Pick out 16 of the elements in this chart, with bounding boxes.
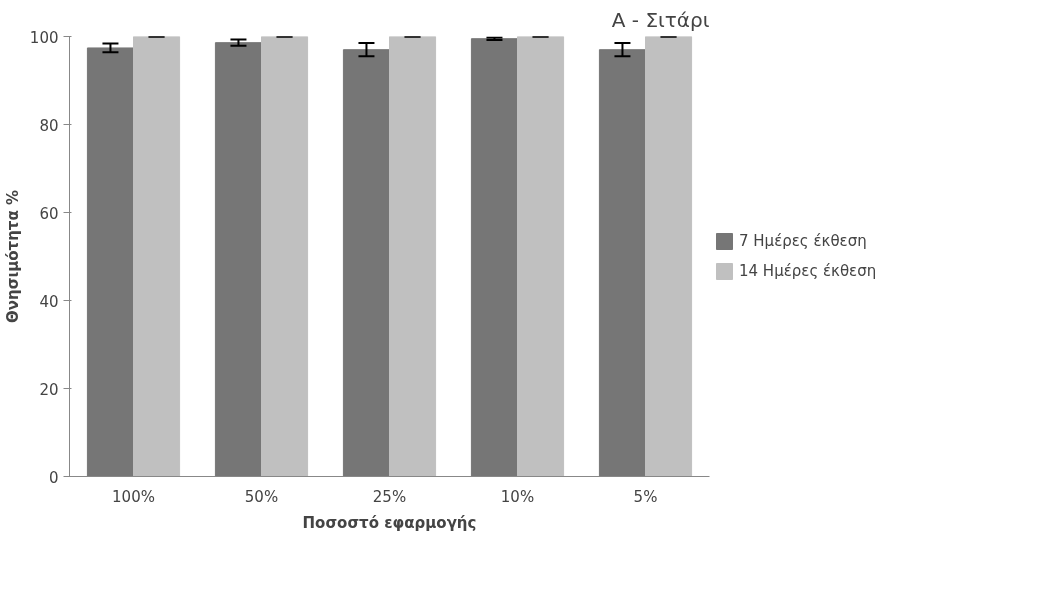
x-tick-label: 50% <box>244 487 279 506</box>
x-tick-label: 25% <box>372 487 407 506</box>
y-tick-label: 100 <box>29 28 59 47</box>
y-tick-label: 0 <box>48 468 59 487</box>
y-tick-label: 60 <box>39 204 59 223</box>
y-axis-title: Θνησιμότητα % <box>3 190 22 323</box>
chart-title: A - Σιτάρι <box>611 7 710 32</box>
legend-label: 7 Ημέρες έκθεση <box>739 232 867 250</box>
y-tick-label: 80 <box>39 116 59 135</box>
y-tick-label: 20 <box>39 380 59 399</box>
x-axis-title: Ποσοστό εφαρμογής <box>302 513 477 532</box>
x-tick-label: 10% <box>500 487 535 506</box>
x-tick-label: 5% <box>633 487 658 506</box>
y-tick-label: 40 <box>39 292 59 311</box>
legend-label: 14 Ημέρες έκθεση <box>739 262 877 280</box>
x-tick-label: 100% <box>112 487 155 506</box>
